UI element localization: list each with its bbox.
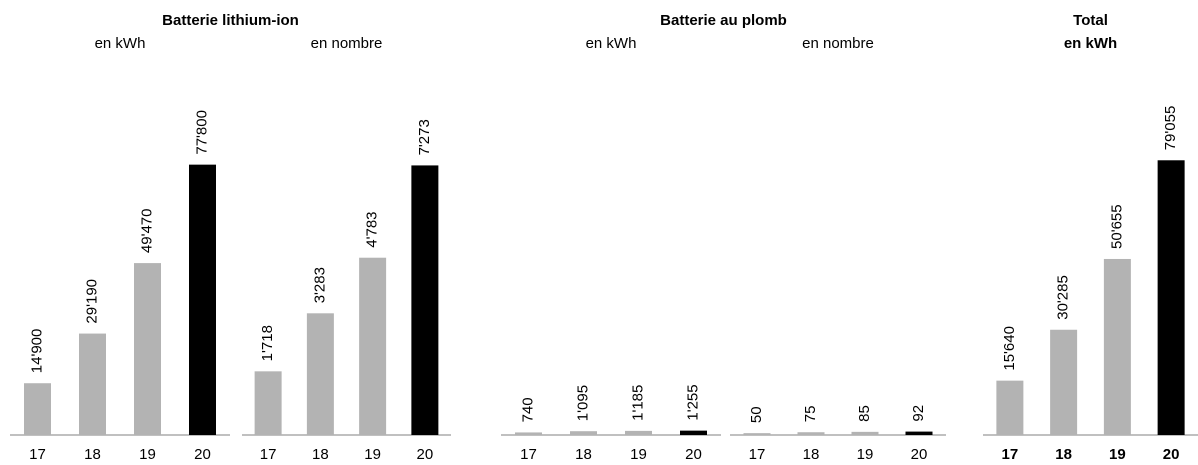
bar (743, 433, 771, 435)
bar (306, 313, 334, 435)
bar (680, 430, 707, 435)
value-label: 14'900 (28, 329, 45, 374)
bar (515, 432, 542, 435)
bar (134, 263, 161, 435)
value-label: 75 (802, 406, 819, 423)
bar (851, 431, 879, 435)
x-tick-label: 19 (630, 446, 647, 463)
panel-subtitle: en nombre (311, 35, 383, 52)
x-tick-label: 18 (575, 446, 592, 463)
x-tick-label: 19 (139, 446, 156, 463)
x-tick-label: 17 (520, 446, 537, 463)
x-tick-label: 20 (194, 446, 211, 463)
x-tick-label: 19 (857, 446, 874, 463)
bar (570, 431, 597, 435)
bar (996, 380, 1024, 435)
x-tick-label: 20 (911, 446, 928, 463)
x-tick-label: 20 (1163, 446, 1180, 463)
value-label: 4'783 (364, 211, 381, 247)
value-label: 79'055 (1162, 106, 1179, 151)
bar (254, 371, 282, 435)
panel-subtitle: en kWh (1064, 35, 1117, 52)
x-tick-label: 17 (749, 446, 766, 463)
bar (79, 333, 106, 435)
bar (1103, 258, 1131, 435)
value-label: 77'800 (193, 110, 210, 155)
value-label: 1'255 (684, 384, 701, 420)
value-label: 29'190 (83, 279, 100, 324)
x-tick-label: 18 (803, 446, 820, 463)
bar (905, 431, 933, 435)
value-label: 15'640 (1001, 326, 1018, 371)
value-label: 92 (910, 405, 927, 422)
value-label: 7'273 (416, 119, 433, 155)
bar (359, 257, 387, 435)
panel-subtitle: en kWh (95, 35, 146, 52)
value-label: 85 (856, 405, 873, 422)
x-tick-label: 18 (312, 446, 329, 463)
x-tick-label: 19 (364, 446, 381, 463)
value-label: 3'283 (311, 267, 328, 303)
x-tick-label: 17 (260, 446, 277, 463)
group-title: Total (1073, 12, 1108, 29)
value-label: 50 (748, 406, 765, 423)
bar (189, 164, 216, 435)
value-label: 740 (519, 397, 536, 422)
x-tick-label: 18 (84, 446, 101, 463)
x-tick-label: 20 (685, 446, 702, 463)
value-label: 49'470 (138, 209, 155, 254)
bar (1157, 160, 1185, 435)
panel-subtitle: en nombre (802, 35, 874, 52)
bar (24, 383, 51, 435)
panel-subtitle: en kWh (586, 35, 637, 52)
x-tick-label: 17 (29, 446, 46, 463)
bar (797, 432, 825, 435)
value-label: 30'285 (1055, 275, 1072, 320)
value-label: 1'095 (574, 385, 591, 421)
value-label: 1'718 (259, 325, 276, 361)
x-tick-label: 20 (417, 446, 434, 463)
bar (1050, 329, 1078, 435)
value-label: 1'185 (629, 385, 646, 421)
bar (625, 430, 652, 435)
bar (411, 165, 439, 436)
group-title: Batterie au plomb (660, 12, 787, 29)
x-tick-label: 19 (1109, 446, 1126, 463)
x-tick-label: 18 (1055, 446, 1072, 463)
group-title: Batterie lithium-ion (162, 12, 299, 29)
value-label: 50'655 (1108, 204, 1125, 249)
x-tick-label: 17 (1002, 446, 1019, 463)
